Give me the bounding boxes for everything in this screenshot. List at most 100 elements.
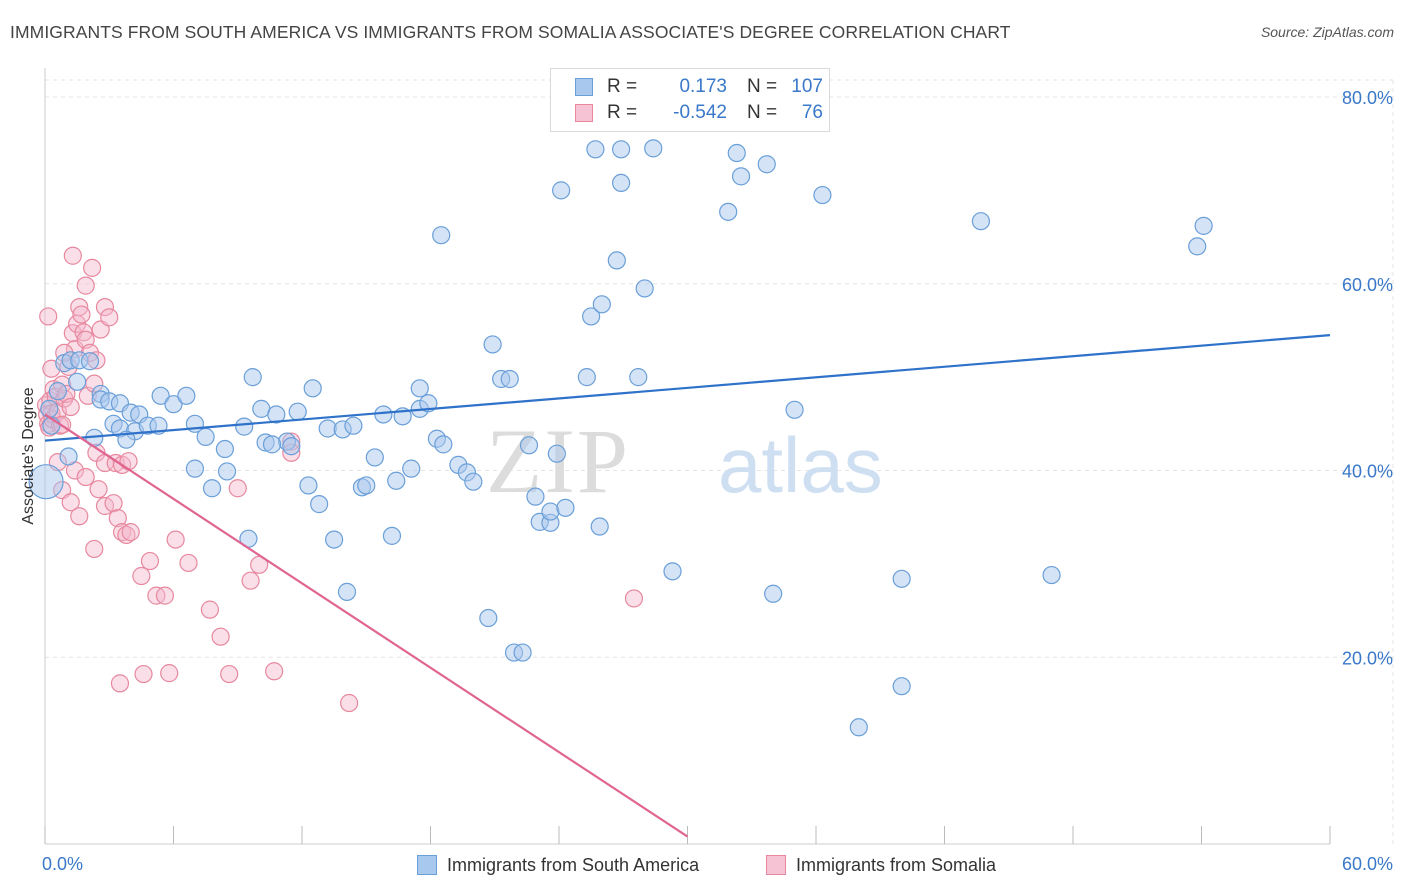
data-point-south-america (151, 386, 170, 405)
data-point-south-america (325, 530, 344, 549)
data-point-south-america (344, 416, 363, 435)
data-point-south-america (526, 487, 545, 506)
data-point-south-america (235, 417, 254, 436)
data-point-south-america (303, 379, 322, 398)
data-point-south-america (592, 295, 611, 314)
data-point-south-america (464, 472, 483, 491)
data-point-south-america (513, 643, 532, 662)
data-point-south-america (541, 502, 560, 521)
stats-n-value: 107 (791, 76, 823, 97)
legend-item-south-america: Immigrants from South America (417, 852, 699, 878)
data-point-south-america (612, 173, 631, 193)
data-point-south-america (185, 459, 205, 478)
stats-r-value: -0.542 (673, 102, 727, 123)
data-point-south-america (299, 476, 318, 495)
data-point-somalia (95, 297, 115, 317)
data-point-south-america (215, 439, 234, 459)
data-point-south-america (202, 479, 222, 498)
data-point-south-america (849, 718, 868, 737)
data-point-south-america (785, 400, 804, 419)
data-point-south-america (117, 430, 136, 449)
data-point-somalia (61, 493, 80, 512)
y-tick-label: 80.0% (1342, 88, 1393, 108)
data-point-south-america (731, 167, 751, 186)
legend-swatch-blue (417, 855, 437, 875)
axis-ticks (44, 826, 1331, 844)
data-point-south-america (582, 307, 601, 326)
data-point-south-america (612, 140, 631, 159)
data-point-south-america (519, 436, 539, 455)
legend-swatch-pink (766, 855, 786, 875)
data-point-south-america (243, 368, 262, 387)
data-point-south-america (719, 202, 738, 221)
data-point-somalia (104, 494, 123, 513)
data-point-somalia (155, 586, 175, 605)
data-point-somalia (121, 523, 140, 542)
data-point-somalia (110, 674, 130, 693)
data-point-south-america (80, 352, 100, 371)
source-credit: Source: ZipAtlas.com (1260, 24, 1394, 40)
data-point-south-america (410, 379, 429, 398)
data-point-somalia (241, 571, 260, 590)
data-point-south-america (382, 526, 402, 545)
data-point-south-america (1188, 237, 1207, 256)
data-point-south-america (48, 382, 67, 401)
data-point-somalia (228, 479, 247, 498)
data-point-south-america (374, 405, 393, 424)
data-point-south-america (337, 582, 357, 601)
stats-box: R = 0.173 N = 107 R = -0.542 N = 76 (550, 68, 830, 132)
data-point-somalia (61, 397, 80, 417)
legend-label: Immigrants from South America (447, 854, 700, 875)
stats-r-label: R = (607, 102, 638, 123)
stats-swatch-pink (575, 104, 593, 122)
data-point-somalia (200, 600, 220, 619)
data-point-south-america (1194, 216, 1213, 235)
data-point-south-america (262, 435, 282, 454)
data-point-south-america (971, 212, 991, 231)
legend-item-somalia: Immigrants from Somalia (766, 852, 996, 878)
axes (44, 68, 1330, 845)
data-point-south-america (479, 608, 498, 628)
data-point-somalia (76, 467, 95, 487)
data-point-south-america (28, 464, 64, 500)
data-point-south-america (40, 399, 59, 418)
data-point-south-america (552, 181, 571, 200)
watermark-atlas: atlas (718, 421, 883, 509)
data-point-south-america (813, 185, 832, 205)
data-point-somalia (132, 566, 151, 586)
data-point-south-america (892, 677, 911, 696)
trend-line-somalia (44, 413, 689, 838)
data-point-somalia (76, 276, 95, 295)
y-tick-label: 60.0% (1342, 275, 1393, 295)
data-point-south-america (402, 459, 421, 478)
data-point-south-america (310, 495, 329, 514)
y-tick-label: 20.0% (1342, 648, 1393, 668)
data-point-south-america (607, 251, 626, 270)
data-point-somalia (39, 307, 58, 326)
data-point-south-america (387, 471, 406, 490)
tick-labels: 20.0% 40.0% 60.0% 80.0% 0.0% 60.0% (42, 88, 1393, 874)
data-point-somalia (220, 664, 239, 684)
data-point-south-america (547, 444, 566, 463)
data-point-somalia (63, 246, 82, 265)
stats-n-value: 76 (801, 102, 823, 123)
data-point-south-america (59, 447, 78, 466)
data-point-south-america (164, 395, 183, 414)
data-point-south-america (500, 369, 519, 389)
data-point-south-america (196, 427, 215, 446)
trend-line-south-america (44, 334, 1331, 442)
data-point-somalia (108, 509, 127, 528)
data-point-south-america (68, 372, 87, 391)
data-point-somalia (624, 589, 644, 608)
stats-row-south-america: R = 0.173 N = 107 (551, 74, 823, 100)
data-point-south-america (434, 435, 453, 454)
data-point-somalia (85, 539, 104, 559)
data-point-south-america (629, 368, 648, 387)
data-point-somalia (160, 664, 179, 683)
data-point-south-america (357, 476, 376, 495)
data-point-south-america (217, 462, 237, 481)
data-point-somalia (134, 664, 153, 684)
stats-swatch-blue (575, 78, 593, 96)
data-point-south-america (892, 569, 911, 588)
